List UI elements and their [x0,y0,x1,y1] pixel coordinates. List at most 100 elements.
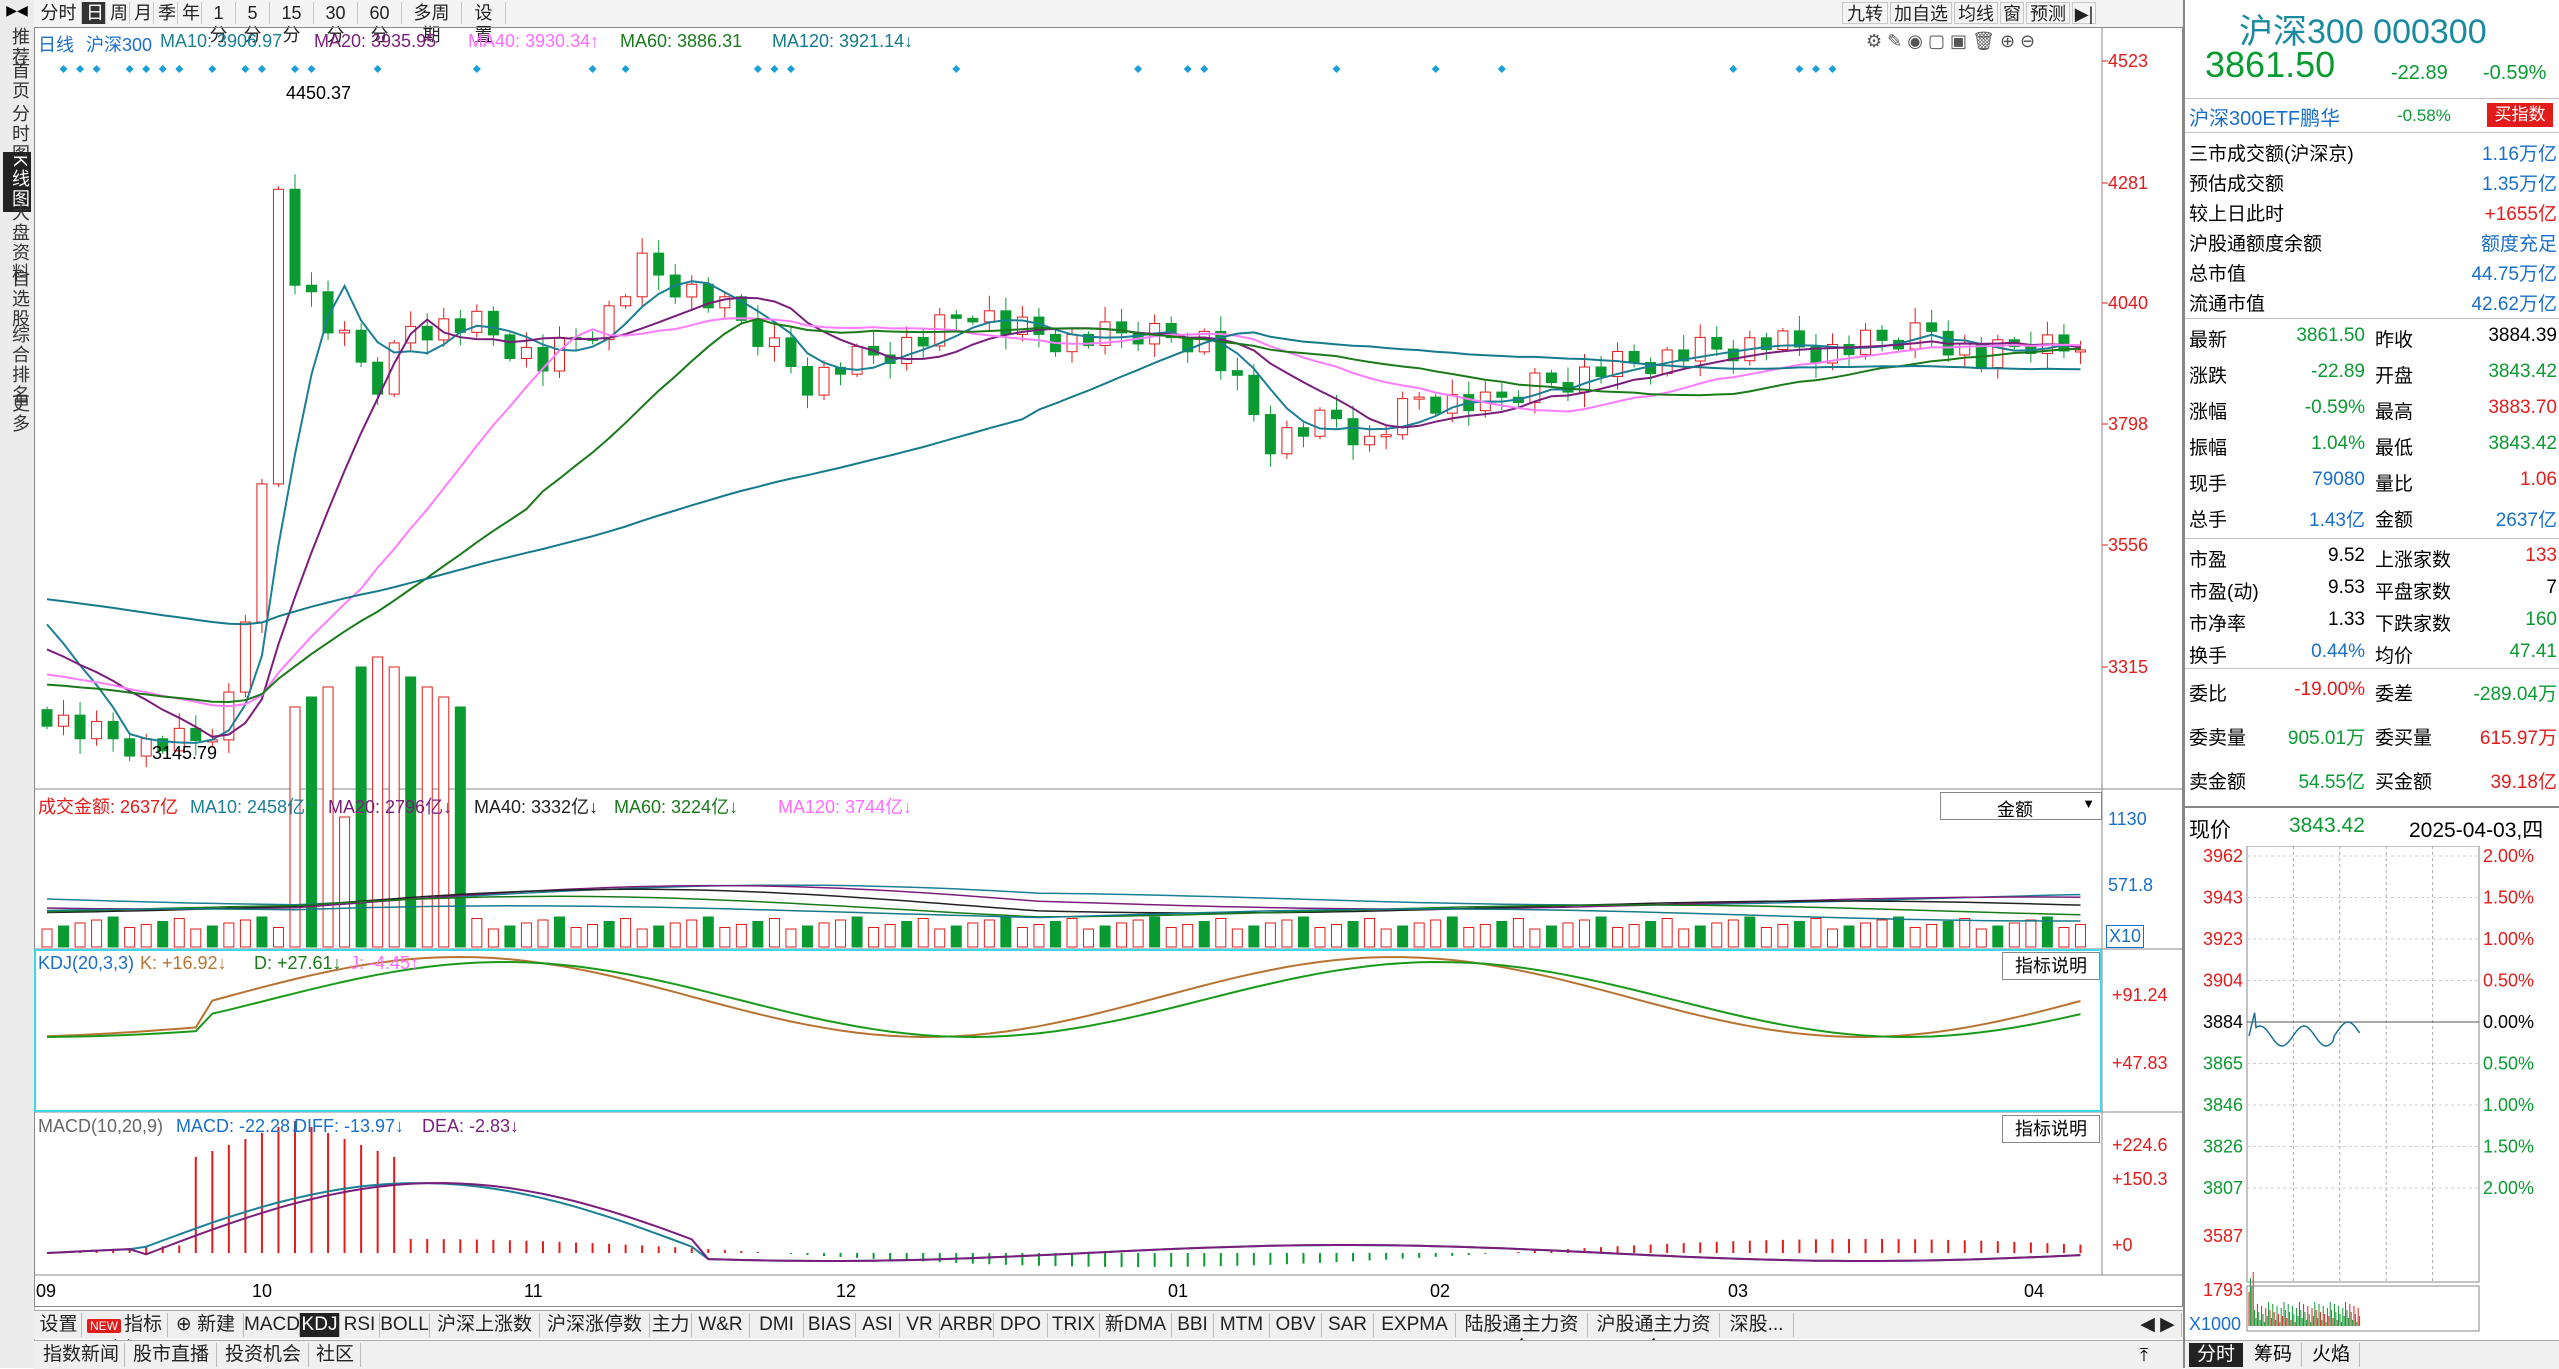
indicator-tab-16[interactable]: DPO [994,1313,1048,1337]
tab-period-month[interactable]: 月 [130,2,154,24]
zoom-in-icon[interactable]: ⊕ [1999,31,2016,51]
indicator-tab-24[interactable]: 陆股通主力资金 [1456,1313,1588,1359]
tab-period-30min[interactable]: 30分 [314,2,358,45]
quote-change: -22.89 [2391,62,2448,84]
x-axis-09: 09 [36,1281,57,1301]
indicator-tab-4[interactable]: KDJ [300,1313,340,1337]
kdj-d: D: +27.61↓ [254,953,342,973]
nav-home[interactable]: 首页 [10,61,30,101]
intraday-mini-chart[interactable]: 3962 2.00% 3943 1.50% 3923 1.00% 3904 0.50% 3884… [2185,846,2559,1336]
buy-index-button[interactable]: 买指数 [2487,103,2553,127]
candle [1231,370,1243,376]
kline-chart[interactable]: 日线 沪深300 MA10: 3906.97 MA20: 3935.95 MA4… [34,27,2185,1307]
indicator-tab-9[interactable]: 主力 [650,1313,692,1337]
ma-button[interactable]: 均线 [1954,2,1998,24]
indicator-tab-26[interactable]: 深股... [1720,1313,1794,1337]
window-button[interactable]: 窗 [2000,2,2024,24]
indicator-tab-6[interactable]: BOLL [380,1313,430,1337]
indicator-tab-label: KDJ [301,1314,338,1335]
nine-turn-button[interactable]: 九转 [1842,2,1888,24]
tab-period-week[interactable]: 周 [106,2,130,24]
mini-tab-chips[interactable]: 筹码 [2245,1343,2302,1367]
tab-period-year[interactable]: 年 [178,2,202,24]
indicator-tab-11[interactable]: DMI [750,1313,804,1337]
volume-bar [1016,927,1028,948]
zoom-out-icon[interactable]: ⊖ [2020,31,2036,51]
settings-icon[interactable]: ⚙ [1866,31,1883,51]
diamond-marker [588,65,597,73]
bag-icon[interactable]: ▣ [1950,31,1968,51]
tab-period-1min[interactable]: 1分 [202,2,236,45]
indicator-tab-10[interactable]: W&R [692,1313,750,1337]
bottom-community[interactable]: 社区 [310,1343,361,1367]
volume-bar [372,656,384,948]
indicator-tab-8[interactable]: 沪深涨停数 [540,1313,650,1337]
nav-more[interactable]: 更多 [10,394,30,434]
tab-period-60min[interactable]: 60分 [358,2,402,45]
quote-label: 上涨家数 [2375,550,2452,571]
indicator-tab-2[interactable]: ⊕ 新建 [168,1313,244,1337]
indicator-tab-15[interactable]: ARBR [940,1313,994,1337]
bottom-index-news[interactable]: 指数新闻 [38,1343,125,1367]
pin-icon[interactable]: ⤒ [2140,1345,2148,1365]
bottom-live[interactable]: 股市直播 [126,1343,217,1367]
indicator-tab-1[interactable]: NEW指标广场 [82,1313,168,1360]
indicator-tab-18[interactable]: 新DMA [1100,1313,1172,1337]
lock-icon[interactable]: ▢ [1928,31,1946,51]
nav-watchlist[interactable]: 自选股 [10,269,30,329]
nav-kline[interactable]: K线图 [3,152,31,212]
indicator-tab-17[interactable]: TRIX [1048,1313,1100,1337]
quote-label: 市盈(动) [2189,582,2259,603]
nav-recommend[interactable]: 推荐 [10,27,30,67]
etf-name[interactable]: 沪深300ETF鹏华 [2189,108,2341,130]
indicator-tab-5[interactable]: RSI [340,1313,380,1337]
indicator-tab-25[interactable]: 沪股通主力资金 [1588,1313,1720,1359]
mini-tab-timeshare[interactable]: 分时 [2189,1343,2243,1367]
tab-period-day[interactable]: 日 [82,2,106,24]
add-watchlist-button[interactable]: 加自选 [1890,2,1952,24]
quote-value: -0.59% [2304,397,2365,418]
macd-help-button[interactable]: 指标说明 [2002,1115,2100,1143]
delete-icon[interactable]: 🗑 [1972,31,1995,51]
indicator-tab-20[interactable]: MTM [1214,1313,1270,1337]
tab-period-quarter[interactable]: 季 [154,2,178,24]
indicator-tab-22[interactable]: SAR [1322,1313,1374,1337]
tab-period-15min[interactable]: 15分 [270,2,314,45]
indicator-tab-7[interactable]: 沪深上涨数 [430,1313,540,1337]
indicator-tab-13[interactable]: ASI [856,1313,900,1337]
indicator-tab-3[interactable]: MACD [244,1313,300,1337]
bottom-opportunity[interactable]: 投资机会 [218,1343,309,1367]
indicator-tab-0[interactable]: 设置 [36,1313,82,1337]
nav-timeshare[interactable]: 分时图 [10,104,30,164]
tab-settings[interactable]: 设置 [462,2,506,45]
nav-market-data[interactable]: 大盘资料 [10,203,30,283]
indicator-tab-21[interactable]: OBV [1270,1313,1322,1337]
tab-multi-period[interactable]: 多周期 [402,2,462,45]
kdj-help-button[interactable]: 指标说明 [2002,952,2100,980]
expand-arrow-icon[interactable]: ▶◀ [6,2,28,18]
volume-bar [1000,916,1012,948]
quote-label: 委卖量 [2189,728,2247,749]
indicator-tab-14[interactable]: VR [900,1313,940,1337]
diamond-marker [770,65,779,73]
indicator-tab-23[interactable]: EXPMA [1374,1313,1456,1337]
forecast-button[interactable]: 预测 [2026,2,2070,24]
draw-icon[interactable]: ✎ [1887,31,1903,51]
tab-period-5min[interactable]: 5分 [236,2,270,45]
volume-type-select[interactable]: 金额 ▼ [1940,792,2102,820]
volume-bar [157,921,169,948]
quote-value: 1.06 [2520,469,2557,490]
indicator-tab-12[interactable]: BIAS [804,1313,856,1337]
mini-tab-flame[interactable]: 火焰 [2303,1343,2360,1367]
candle [1909,322,1921,350]
volume-bar [1926,924,1938,948]
candle [520,346,532,359]
tab-scroll-arrows[interactable]: ◀ ▶ [2134,1313,2182,1337]
last-page-icon[interactable]: ▶| [2072,2,2096,24]
tab-period-timeshare[interactable]: 分时 [36,2,82,24]
nav-ranking[interactable]: 综合排名 [10,325,30,405]
indicator-tab-19[interactable]: BBI [1172,1313,1214,1337]
indicator-tab-label: TRIX [1051,1314,1096,1335]
eye-icon[interactable]: ◉ [1907,31,1923,51]
quote-value: 79080 [2312,469,2365,490]
